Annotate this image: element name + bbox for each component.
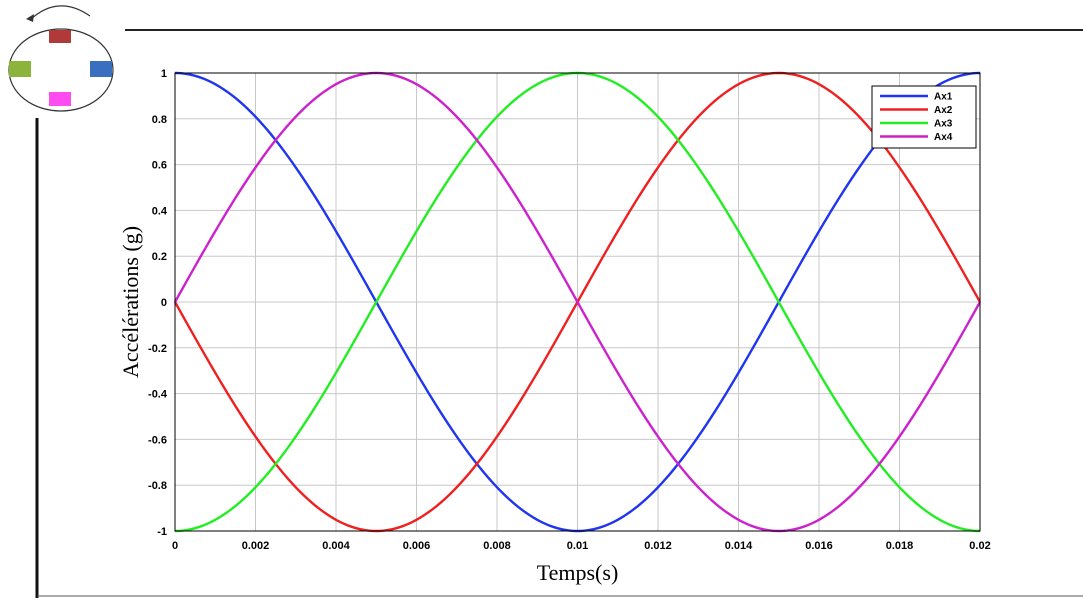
y-tick-label: 0.8 (152, 114, 167, 126)
y-tick-labels: -1 -0.8 -0.6 -0.4 -0.2 0 0.2 0.4 0.6 0.8 1 (148, 68, 168, 538)
x-tick-label: 0.018 (886, 540, 914, 552)
y-tick-label: -0.4 (148, 389, 168, 401)
legend-entry-ax2: Ax2 (934, 105, 953, 116)
legend-entry-ax1: Ax1 (934, 92, 953, 103)
rotation-arrow-icon (29, 5, 91, 21)
x-tick-label: 0.012 (644, 540, 672, 552)
rotation-diagram-icon (8, 5, 114, 112)
y-tick-label: 0.4 (152, 205, 168, 217)
y-tick-label: -0.2 (148, 343, 167, 355)
y-axis-label: Accélérations (g) (118, 226, 143, 378)
plot-area (174, 72, 981, 532)
y-tick-label: -1 (157, 526, 167, 538)
arrowhead-icon (26, 14, 34, 22)
x-tick-label: 0.02 (969, 540, 990, 552)
x-tick-label: 0.014 (725, 540, 753, 552)
y-tick-label: 0.2 (152, 251, 167, 263)
sensor-right (90, 61, 112, 77)
x-tick-label: 0 (172, 540, 178, 552)
x-tick-label: 0.01 (567, 540, 588, 552)
y-tick-label: 0 (161, 297, 167, 309)
sensor-top (49, 30, 71, 43)
y-tick-label: 0.6 (152, 160, 167, 172)
y-tick-label: -0.8 (148, 480, 167, 492)
x-tick-label: 0.002 (242, 540, 270, 552)
x-axis-label: Temps(s) (537, 560, 619, 585)
legend: Ax1 Ax2 Ax3 Ax4 (871, 85, 977, 149)
legend-entry-ax3: Ax3 (934, 119, 953, 130)
x-tick-label: 0.016 (805, 540, 833, 552)
legend-entry-ax4: Ax4 (934, 132, 953, 143)
y-tick-label: 1 (161, 68, 167, 80)
x-tick-label: 0.006 (403, 540, 431, 552)
x-tick-labels: 0 0.002 0.004 0.006 0.008 0.01 0.012 0.014 0.016… (172, 540, 991, 552)
y-tick-label: -0.6 (148, 434, 167, 446)
x-tick-label: 0.004 (322, 540, 350, 552)
series-line-ax4 (173, 71, 982, 533)
x-tick-label: 0.008 (483, 540, 511, 552)
sensor-bottom (49, 92, 71, 106)
sensor-left (9, 61, 31, 77)
